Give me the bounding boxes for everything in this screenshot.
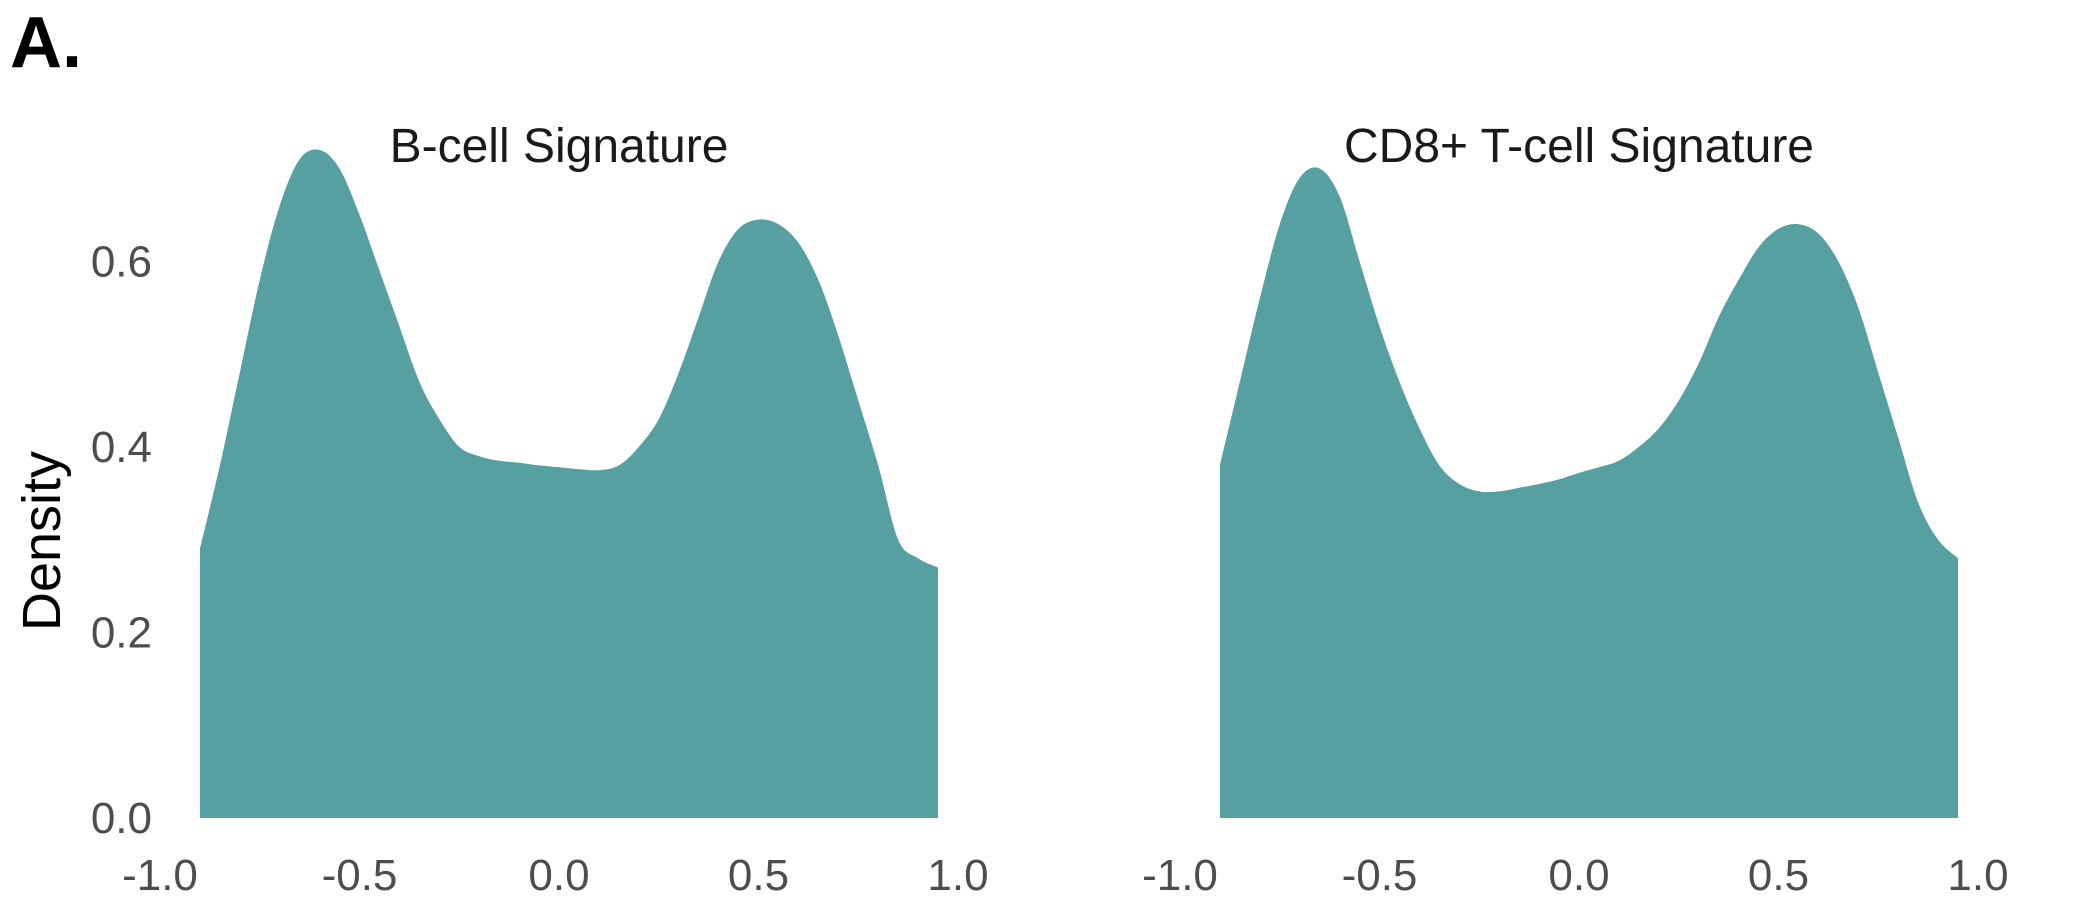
facet-title: B-cell Signature [390, 120, 729, 173]
x-tick-label: 0.0 [1548, 851, 1609, 900]
y-tick-label: 0.4 [91, 423, 152, 472]
x-tick-label: -1.0 [1142, 851, 1218, 900]
y-tick-label: 0.0 [91, 794, 152, 843]
density-area-1 [199, 149, 938, 818]
x-tick-label: -0.5 [322, 851, 398, 900]
density-area-2 [1219, 167, 1958, 819]
x-tick-label: 1.0 [1947, 851, 2008, 900]
x-tick-label: 0.0 [528, 851, 589, 900]
x-tick-label: -0.5 [1342, 851, 1418, 900]
panel-label: A. [10, 3, 82, 83]
x-tick-label: 0.5 [728, 851, 789, 900]
x-tick-label: 1.0 [927, 851, 988, 900]
y-tick-label: 0.2 [91, 608, 152, 657]
y-tick-label: 0.6 [91, 237, 152, 286]
facet-title: CD8+ T-cell Signature [1344, 120, 1814, 173]
x-tick-label: -1.0 [122, 851, 198, 900]
x-tick-label: 0.5 [1748, 851, 1809, 900]
